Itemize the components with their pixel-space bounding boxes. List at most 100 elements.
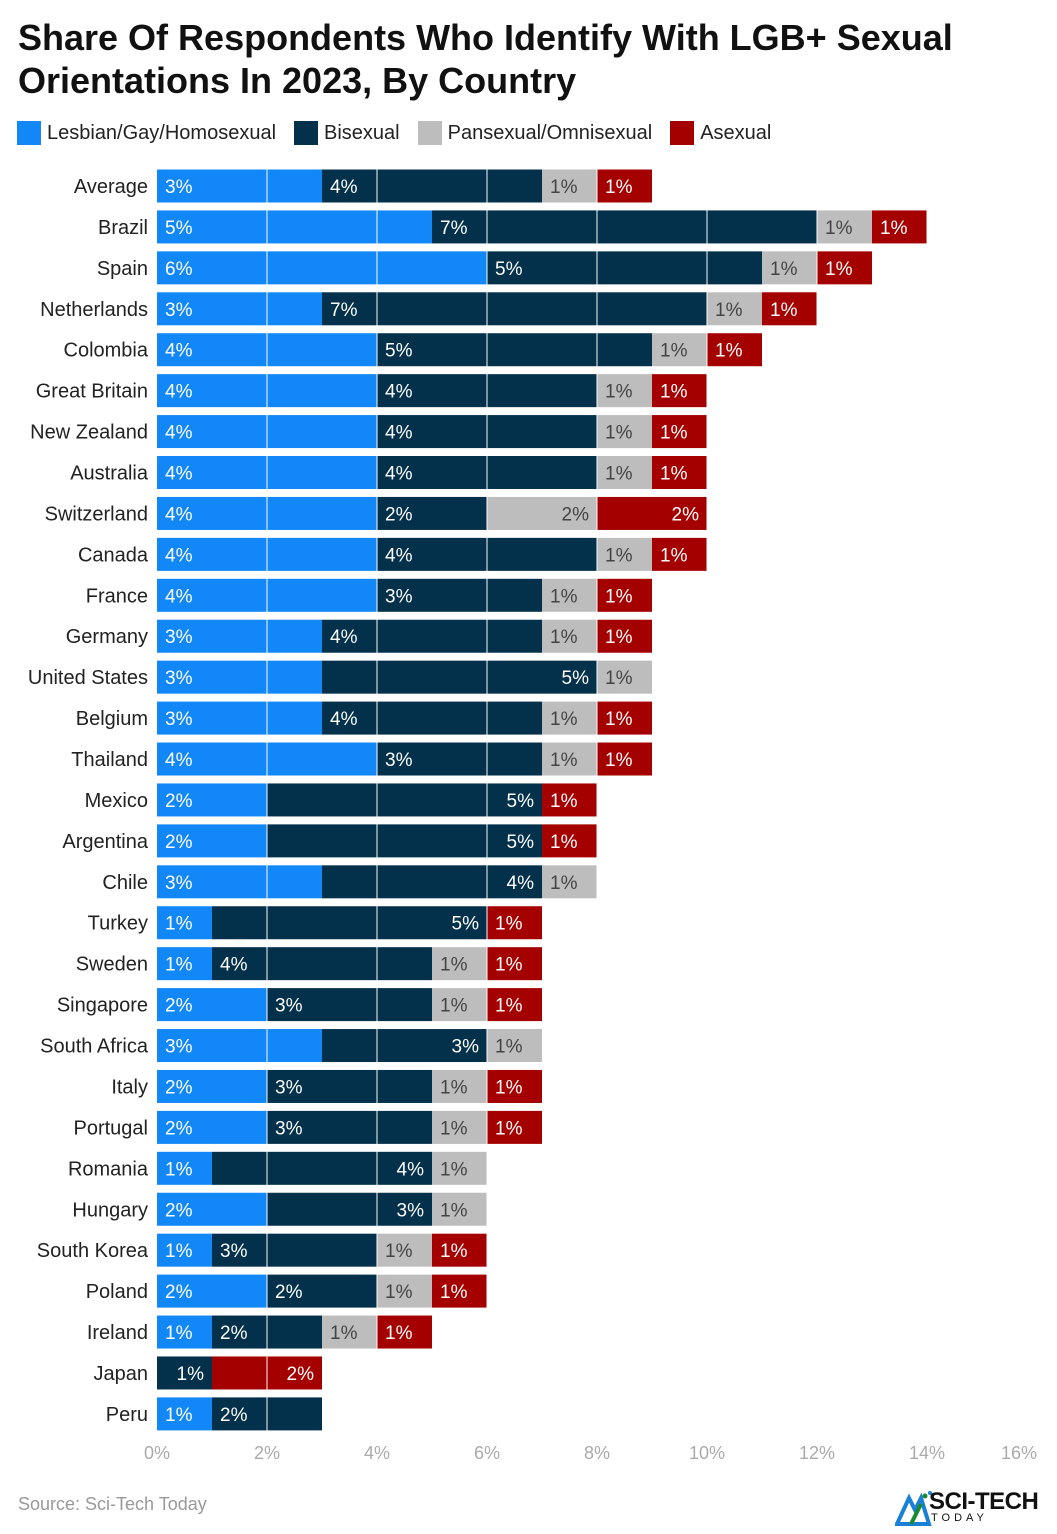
bar-segment (157, 906, 212, 940)
bar-segment (542, 619, 597, 653)
legend: Lesbian/Gay/Homosexual Bisexual Pansexua… (17, 121, 771, 145)
data-label: 1% (715, 300, 743, 321)
data-label: 2% (165, 996, 193, 1017)
x-tick-label: 10% (689, 1443, 725, 1463)
bar-segment (157, 1029, 322, 1063)
bar-segment (157, 619, 322, 653)
data-label: 2% (165, 1282, 193, 1303)
bar-segment (487, 1069, 542, 1103)
category-label: Sweden (76, 954, 148, 976)
data-label: 1% (605, 545, 633, 566)
data-label: 1% (495, 914, 523, 935)
data-label: 1% (605, 177, 633, 198)
data-label: 4% (165, 464, 193, 485)
bar-segment (487, 496, 597, 530)
data-label: 1% (770, 259, 798, 280)
x-tick-label: 2% (254, 1443, 280, 1463)
bar-segment (322, 1029, 487, 1063)
data-label: 5% (562, 668, 590, 689)
bar-segment (487, 1110, 542, 1144)
data-label: 1% (165, 955, 193, 976)
data-label: 1% (605, 668, 633, 689)
data-label: 4% (165, 504, 193, 525)
data-label: 1% (605, 627, 633, 648)
bar-segment (432, 988, 487, 1022)
bar-segment (432, 210, 817, 244)
data-label: 2% (275, 1282, 303, 1303)
category-label: South Africa (40, 1036, 149, 1058)
data-label: 1% (550, 873, 578, 894)
bar-segment (267, 1274, 377, 1308)
category-label: New Zealand (30, 422, 148, 444)
bar-segment (377, 1233, 432, 1267)
data-label: 1% (165, 1405, 193, 1426)
data-label: 1% (550, 832, 578, 853)
legend-item-pansexual: Pansexual/Omnisexual (417, 121, 652, 145)
data-label: 1% (165, 1159, 193, 1180)
data-label: 1% (605, 709, 633, 730)
bar-segment (487, 906, 542, 940)
bar-segment (542, 169, 597, 203)
bar-segment (322, 292, 707, 326)
data-label: 1% (495, 996, 523, 1017)
bar-segment (157, 865, 322, 899)
data-label: 1% (385, 1241, 413, 1262)
data-label: 4% (385, 382, 413, 403)
bar-segment (157, 1110, 267, 1144)
data-label: 4% (397, 1159, 425, 1180)
bar-segment (597, 374, 652, 408)
data-label: 3% (165, 873, 193, 894)
bar-segment (817, 251, 872, 285)
bar-segment (707, 292, 762, 326)
data-label: 1% (550, 177, 578, 198)
legend-swatch (670, 121, 695, 145)
bar-segment (432, 1274, 487, 1308)
x-tick-label: 4% (364, 1443, 390, 1463)
data-label: 1% (605, 750, 633, 771)
bar-segment (157, 292, 322, 326)
category-label: Mexico (85, 790, 148, 812)
data-label: 5% (385, 341, 413, 362)
data-label: 4% (220, 955, 248, 976)
bar-segment (157, 824, 267, 858)
chart-title: Share Of Respondents Who Identify With L… (18, 17, 953, 101)
data-label: 4% (330, 627, 358, 648)
data-label: 3% (275, 1118, 303, 1139)
data-label: 1% (165, 1323, 193, 1344)
legend-item-asexual: Asexual (670, 121, 771, 145)
bar-segment (542, 824, 597, 858)
category-label: Portugal (74, 1117, 149, 1139)
data-label: 2% (672, 504, 700, 525)
data-label: 2% (562, 504, 590, 525)
bar-segment (267, 1110, 432, 1144)
category-label: United States (28, 667, 148, 689)
bar-segment (542, 783, 597, 817)
bar-segment (487, 251, 762, 285)
bar-segment (652, 537, 707, 571)
data-label: 1% (440, 1077, 468, 1098)
data-label: 3% (165, 709, 193, 730)
logo-subtext: TODAY (931, 1512, 988, 1524)
legend-swatch (17, 121, 41, 145)
bar-segment (157, 1356, 212, 1390)
data-label: 3% (385, 750, 413, 771)
x-tick-label: 12% (799, 1443, 835, 1463)
bar-segment (377, 742, 542, 776)
data-label: 3% (165, 627, 193, 648)
data-label: 2% (165, 1200, 193, 1221)
data-label: 3% (275, 996, 303, 1017)
category-label: Canada (78, 544, 149, 566)
bar-segment (157, 210, 432, 244)
bar-segment (212, 906, 487, 940)
bar-segment (157, 783, 267, 817)
legend-item-bisexual: Bisexual (294, 121, 400, 145)
data-label: 5% (165, 218, 193, 239)
bar-segment (377, 1274, 432, 1308)
bar-segment (542, 578, 597, 612)
legend-label: Bisexual (324, 121, 400, 144)
legend-swatch (294, 121, 319, 145)
data-label: 3% (165, 300, 193, 321)
bar-segment (377, 496, 487, 530)
data-label: 1% (385, 1323, 413, 1344)
